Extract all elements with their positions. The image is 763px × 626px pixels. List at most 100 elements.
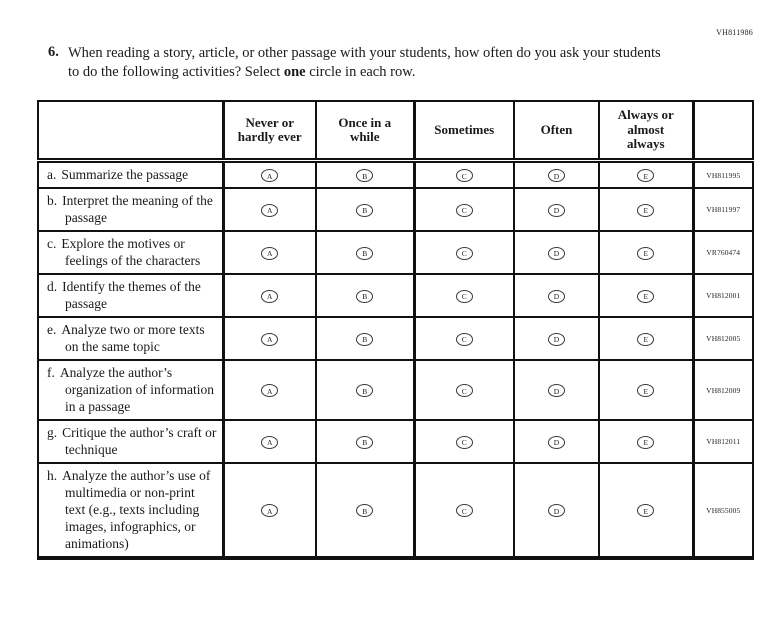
empty-code-header-cell (692, 100, 754, 163)
row-letter: d. (47, 279, 58, 294)
option-cell-never: A (222, 159, 317, 189)
activity-stem-cell: h. Analyze the author’s use of multimedia… (37, 462, 225, 559)
item-code: VH811995 (692, 159, 754, 189)
item-code: VH811997 (692, 187, 754, 232)
option-cell-often: D (513, 462, 600, 559)
answer-bubble-d[interactable]: D (548, 169, 565, 182)
answer-bubble-a[interactable]: A (261, 384, 279, 397)
table-row: b. Interpret the meaning of the passage A… (37, 187, 754, 232)
question-text-end: circle in each row. (305, 64, 416, 80)
answer-bubble-d[interactable]: D (548, 504, 565, 517)
row-letter: c. (47, 236, 57, 251)
answer-bubble-e[interactable]: E (637, 203, 655, 217)
option-cell-sometimes: C (413, 187, 515, 232)
activity-label: Analyze two or more texts on the same to… (61, 322, 205, 354)
answer-bubble-a[interactable]: A (261, 203, 279, 217)
option-cell-always: E (598, 230, 695, 275)
answer-bubble-d[interactable]: D (548, 384, 565, 397)
answer-bubble-e[interactable]: E (637, 332, 655, 346)
option-cell-never: A (222, 273, 317, 318)
answer-bubble-b[interactable]: B (356, 435, 374, 449)
row-letter: a. (47, 167, 57, 182)
activity-label: Explore the motives or feelings of the c… (61, 236, 201, 268)
activity-stem-cell: c. Explore the motives or feelings of the… (37, 230, 225, 275)
answer-bubble-c[interactable]: C (455, 169, 473, 182)
answer-bubble-e[interactable]: E (637, 289, 655, 303)
answer-bubble-b[interactable]: B (356, 169, 374, 182)
option-cell-always: E (598, 462, 695, 559)
answer-bubble-c[interactable]: C (455, 435, 473, 449)
answer-bubble-b[interactable]: B (356, 504, 374, 517)
answer-bubble-e[interactable]: E (637, 435, 655, 449)
answer-bubble-b[interactable]: B (356, 332, 374, 346)
activity-stem-cell: b. Interpret the meaning of the passage (37, 187, 225, 232)
answer-bubble-a[interactable]: A (261, 169, 279, 182)
answer-bubble-c[interactable]: C (455, 504, 473, 517)
option-cell-often: D (513, 273, 600, 318)
table-row: a. Summarize the passage A B C D E VH8119… (37, 159, 754, 189)
option-cell-always: E (598, 273, 695, 318)
row-letter: e. (47, 322, 57, 337)
question-text-bold: one (283, 64, 306, 80)
option-cell-sometimes: C (413, 230, 515, 275)
option-cell-often: D (513, 359, 600, 421)
answer-bubble-c[interactable]: C (455, 332, 473, 346)
option-cell-sometimes: C (413, 159, 515, 189)
answer-bubble-a[interactable]: A (261, 289, 279, 303)
option-cell-sometimes: C (413, 359, 515, 421)
row-letter: b. (47, 193, 58, 208)
option-cell-often: D (513, 419, 600, 464)
question-block: 6. When reading a story, article, or oth… (48, 44, 668, 82)
answer-bubble-c[interactable]: C (455, 384, 473, 397)
item-code: VH855005 (692, 462, 754, 559)
option-cell-never: A (222, 419, 317, 464)
table-row: g. Critique the author’s craft or techniq… (37, 419, 754, 464)
option-cell-sometimes: C (413, 273, 515, 318)
answer-bubble-d[interactable]: D (548, 332, 565, 346)
frequency-matrix-table: Never or hardly ever Once in a while Som… (37, 100, 754, 560)
activity-label: Analyze the author’s organization of inf… (59, 365, 214, 414)
answer-bubble-d[interactable]: D (548, 289, 565, 303)
answer-bubble-a[interactable]: A (261, 332, 279, 346)
answer-bubble-a[interactable]: A (261, 504, 279, 517)
option-cell-once: B (315, 316, 416, 361)
answer-bubble-c[interactable]: C (455, 246, 473, 260)
option-cell-sometimes: C (413, 419, 515, 464)
answer-bubble-d[interactable]: D (548, 435, 565, 449)
answer-bubble-b[interactable]: B (356, 384, 374, 397)
option-cell-once: B (315, 359, 416, 421)
item-code: VH812005 (692, 316, 754, 361)
answer-bubble-d[interactable]: D (548, 246, 565, 260)
answer-bubble-e[interactable]: E (637, 504, 655, 517)
answer-bubble-a[interactable]: A (261, 246, 279, 260)
answer-bubble-b[interactable]: B (356, 289, 374, 303)
answer-bubble-e[interactable]: E (637, 384, 655, 397)
question-text: When reading a story, article, or other … (68, 44, 668, 82)
answer-bubble-c[interactable]: C (455, 203, 473, 217)
option-cell-once: B (315, 159, 416, 189)
option-cell-always: E (598, 187, 695, 232)
option-cell-once: B (315, 230, 416, 275)
row-letter: f. (47, 365, 55, 380)
answer-bubble-e[interactable]: E (637, 246, 655, 260)
answer-bubble-b[interactable]: B (356, 246, 374, 260)
column-header-sometimes: Sometimes (413, 100, 515, 163)
activity-stem-cell: g. Critique the author’s craft or techniq… (37, 419, 225, 464)
answer-bubble-e[interactable]: E (637, 169, 655, 182)
option-cell-sometimes: C (413, 462, 515, 559)
answer-bubble-d[interactable]: D (548, 203, 565, 217)
answer-bubble-b[interactable]: B (356, 203, 374, 217)
activity-label: Analyze the author’s use of multimedia o… (62, 468, 211, 551)
option-cell-once: B (315, 273, 416, 318)
option-cell-sometimes: C (413, 316, 515, 361)
option-cell-once: B (315, 419, 416, 464)
activity-label: Interpret the meaning of the passage (62, 193, 213, 225)
table-row: e. Analyze two or more texts on the same … (37, 316, 754, 361)
question-text-start: When reading a story, article, or other … (68, 45, 661, 80)
activity-label: Summarize the passage (61, 167, 189, 182)
activity-stem-cell: a. Summarize the passage (37, 159, 225, 189)
answer-bubble-a[interactable]: A (261, 435, 279, 449)
column-header-once-in-a-while: Once in a while (315, 100, 416, 163)
answer-bubble-c[interactable]: C (455, 289, 473, 303)
